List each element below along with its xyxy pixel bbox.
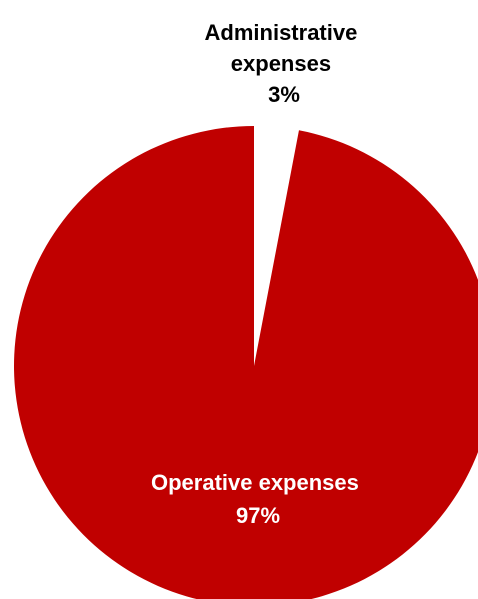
slice-value-administrative: 3%: [268, 82, 300, 107]
pie-slice-operative-expenses: [14, 126, 478, 599]
slice-label-administrative: Administrative expenses 3%: [205, 20, 364, 107]
slice-name-administrative-line2: expenses: [231, 51, 331, 76]
slice-name-operative: Operative expenses: [151, 470, 359, 495]
pie-slices: [14, 126, 478, 599]
pie-slice-administrative-expenses: [254, 126, 299, 366]
slice-name-administrative-line1: Administrative: [205, 20, 358, 45]
slice-value-operative: 97%: [236, 503, 280, 528]
slice-label-operative: Operative expenses 97%: [151, 470, 365, 528]
